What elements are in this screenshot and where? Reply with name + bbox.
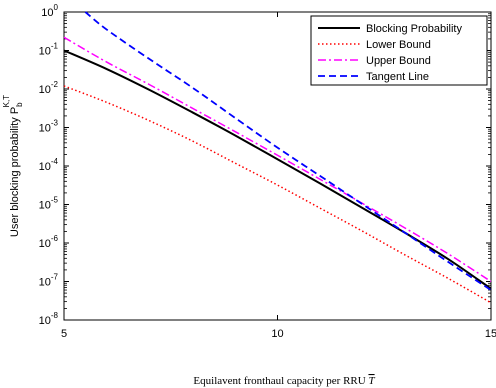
x-tick-label: 5 bbox=[61, 328, 67, 340]
legend-label: Tangent Line bbox=[366, 71, 429, 83]
y-tick-label: 10-8 bbox=[39, 311, 59, 327]
series-line-3 bbox=[63, 36, 492, 283]
series-lines bbox=[63, 11, 492, 304]
y-tick-label: 10-2 bbox=[39, 80, 59, 96]
legend-label: Lower Bound bbox=[366, 39, 431, 51]
y-tick-label: 10-6 bbox=[39, 234, 59, 250]
y-tick-label: 10-3 bbox=[39, 119, 59, 135]
y-tick-label: 10-4 bbox=[39, 157, 59, 173]
y-tick-label: 100 bbox=[41, 3, 58, 19]
series-line-1 bbox=[63, 49, 492, 290]
x-tick-label: 10 bbox=[271, 328, 283, 340]
x-tick-label: 15 bbox=[485, 328, 496, 340]
legend: Blocking Probability Lower Bound Upper Bou… bbox=[310, 15, 488, 86]
x-axis-label-text: Equilavent fronthaul capacity per RRU bbox=[193, 375, 365, 387]
legend-label: Upper Bound bbox=[366, 55, 431, 67]
y-axis-label-text: User blocking probability P bbox=[9, 107, 21, 237]
y-tick-label: 10-7 bbox=[39, 273, 59, 289]
y-axis-label-sub: b bbox=[15, 102, 24, 107]
y-tick-label: 10-1 bbox=[39, 42, 59, 58]
y-axis-label-sup: K,T bbox=[2, 95, 11, 108]
x-axis-label: Equilavent fronthaul capacity per RRU T bbox=[193, 375, 375, 387]
legend-label: Blocking Probability bbox=[366, 23, 462, 35]
y-axis-label: User blocking probability Pb K,T bbox=[2, 95, 24, 237]
y-tick-label: 10-5 bbox=[39, 196, 59, 212]
tick-labels: 5 10 15 100 10-1 10-2 10-3 10-4 10-5 10-6 10-7 10-8 bbox=[39, 3, 496, 340]
x-axis-label-symbol: T bbox=[368, 375, 375, 387]
series-line-4 bbox=[84, 11, 492, 291]
